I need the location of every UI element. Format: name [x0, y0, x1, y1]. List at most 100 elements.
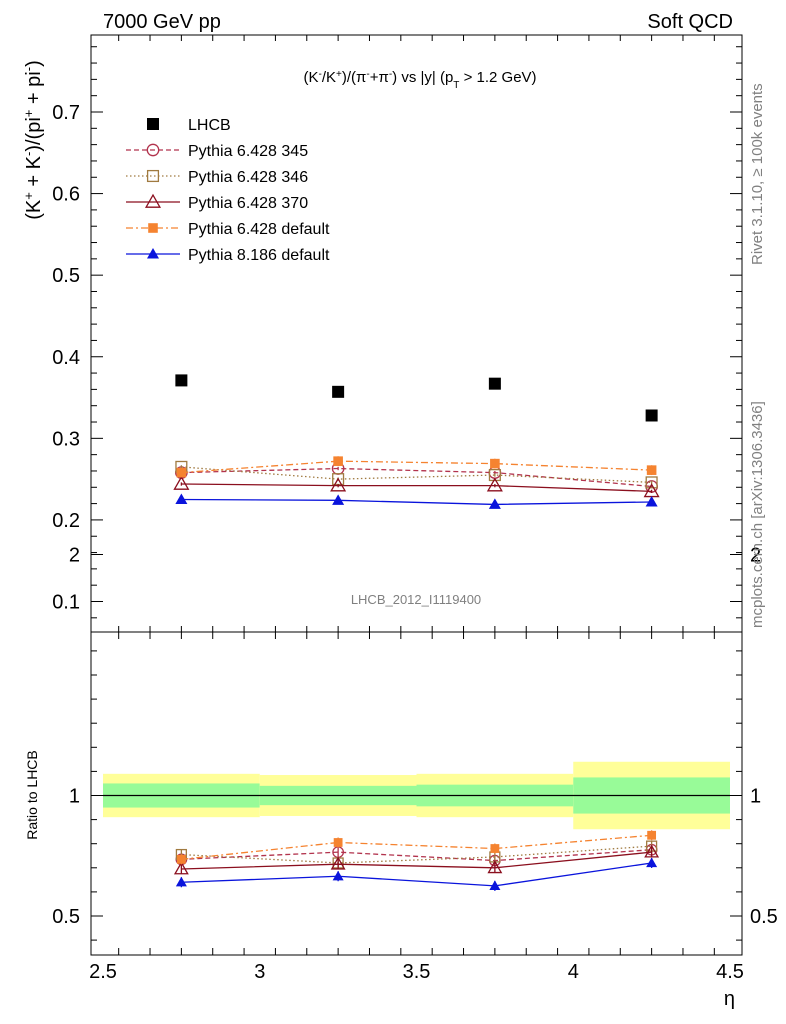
- data-point: [488, 498, 501, 509]
- legend-item: Pythia 6.428 370: [126, 193, 308, 212]
- data-point: [645, 476, 658, 489]
- data-point: [488, 468, 501, 482]
- x-tick-label: 4: [568, 961, 579, 983]
- legend-marker: [147, 248, 159, 259]
- legend-item: LHCB: [147, 117, 231, 134]
- data-point: [488, 377, 501, 390]
- ratio-y-axis-label: Ratio to LHCB: [24, 750, 40, 839]
- x-tick-label: 2.5: [89, 961, 117, 983]
- legend-label: Pythia 6.428 370: [188, 195, 308, 212]
- ratio-series-group: [173, 830, 660, 891]
- ratio-line: [181, 849, 652, 862]
- ratio-point: [646, 857, 658, 868]
- main-y-tick-label: 0.4: [52, 347, 80, 369]
- plot-title: (K-/K+)/(π-+π-) vs |y| (pT > 1.2 GeV): [303, 69, 536, 91]
- data-point: [333, 456, 343, 466]
- main-y-tick-label: 0.6: [52, 184, 80, 206]
- ratio-point: [176, 854, 186, 864]
- ratio-series-pythia-6-428-default: [176, 830, 657, 865]
- data-point: [332, 385, 345, 398]
- legend-item: Pythia 6.428 345: [126, 143, 308, 160]
- data-point: [490, 458, 500, 469]
- ratio-y-tick-label-right: 2: [750, 545, 761, 567]
- main-series-group: [173, 374, 660, 509]
- legend-marker: [147, 118, 159, 130]
- ratio-y-tick-label-right: 0.5: [750, 906, 778, 928]
- legend-marker: [148, 223, 158, 233]
- legend-label: LHCB: [188, 117, 231, 134]
- data-point: [175, 374, 188, 387]
- x-axis-label: η: [724, 988, 735, 1010]
- data-point: [332, 494, 345, 505]
- series-line: [181, 467, 652, 488]
- ratio-series-pythia-6-428-370: [173, 844, 660, 875]
- ratio-point: [175, 876, 187, 887]
- ratio-line: [181, 834, 652, 861]
- data-point: [330, 477, 347, 492]
- y-axis-label: (K+ + K-)/(pi+ + pi-): [21, 60, 46, 220]
- ratio-y-tick-label: 1: [69, 786, 80, 808]
- legend-marker: [146, 143, 160, 157]
- legend-marker: [146, 169, 160, 183]
- x-tick-label: 4.5: [716, 961, 744, 983]
- series-pythia-6-428-346: [175, 460, 658, 489]
- energy-label: 7000 GeV pp: [103, 11, 221, 33]
- main-axis-ticks: 0.1 0.2 0.3 0.4 0.5 0.6 0.7: [52, 35, 742, 632]
- legend-item: Pythia 6.428 346: [126, 169, 308, 186]
- ratio-plot-frame: [90, 631, 743, 956]
- main-y-tick-label: 0.3: [52, 428, 80, 450]
- series-pythia-6-428-default: [176, 456, 657, 478]
- ratio-point: [647, 830, 657, 840]
- series-pythia-8-186-default: [175, 493, 658, 509]
- ratio-point: [490, 844, 500, 853]
- mcplots-label: mcplots.cern.ch [arXiv:1306.3436]: [749, 401, 766, 628]
- main-y-tick-label: 0.5: [52, 265, 80, 287]
- ratio-y-tick-label: 2: [69, 545, 80, 567]
- ratio-point: [173, 861, 189, 875]
- ratio-y-tick-label: 0.5: [52, 906, 80, 928]
- legend: LHCB Pythia 6.428 345 Pythia 6.428 346 Pyth…: [126, 117, 330, 264]
- ratio-axis-ticks: 0.5 0.5 1 1 2 2 2.5 3 3.5 4 4.5: [52, 545, 778, 984]
- legend-item: Pythia 6.428 default: [126, 221, 330, 238]
- ratio-point: [489, 880, 501, 890]
- series-line: [181, 498, 652, 506]
- x-tick-label: 3.5: [403, 961, 431, 983]
- legend-label: Pythia 6.428 346: [188, 169, 308, 186]
- process-label: Soft QCD: [647, 11, 733, 33]
- ratio-point: [330, 856, 346, 870]
- series-line: [181, 466, 652, 484]
- main-y-tick-label: 0.7: [52, 102, 80, 124]
- ratio-series-pythia-8-186-default: [175, 857, 658, 891]
- main-y-tick-label: 0.1: [52, 592, 80, 614]
- legend-label: Pythia 6.428 345: [188, 143, 308, 160]
- ratio-point: [644, 844, 660, 858]
- ratio-line: [181, 862, 652, 887]
- data-point: [176, 467, 187, 478]
- data-point: [486, 477, 503, 492]
- ratio-series-pythia-6-428-345: [175, 843, 658, 867]
- x-tick-label: 3: [254, 961, 265, 983]
- ratio-line: [181, 845, 652, 864]
- data-point: [646, 465, 657, 475]
- series-lhcb: [175, 374, 658, 422]
- ratio-point: [487, 860, 503, 874]
- data-point: [645, 409, 658, 422]
- ratio-y-tick-label-right: 1: [750, 786, 761, 808]
- ratio-uncertainty-bands: [103, 761, 730, 830]
- ratio-point: [332, 870, 344, 881]
- rivet-label: Rivet 3.1.10, ≥ 100k events: [749, 83, 766, 265]
- series-line: [181, 460, 652, 474]
- legend-marker: [144, 193, 162, 208]
- ratio-line: [181, 851, 652, 870]
- legend-label: Pythia 6.428 default: [188, 221, 330, 238]
- series-line: [181, 483, 652, 493]
- data-point: [645, 495, 658, 507]
- main-y-tick-label: 0.2: [52, 510, 80, 532]
- data-point: [175, 493, 188, 505]
- data-point: [173, 475, 190, 490]
- analysis-watermark: LHCB_2012_I1119400: [351, 592, 481, 607]
- legend-item: Pythia 8.186 default: [126, 247, 330, 264]
- legend-label: Pythia 8.186 default: [188, 247, 330, 264]
- ratio-point: [333, 838, 343, 847]
